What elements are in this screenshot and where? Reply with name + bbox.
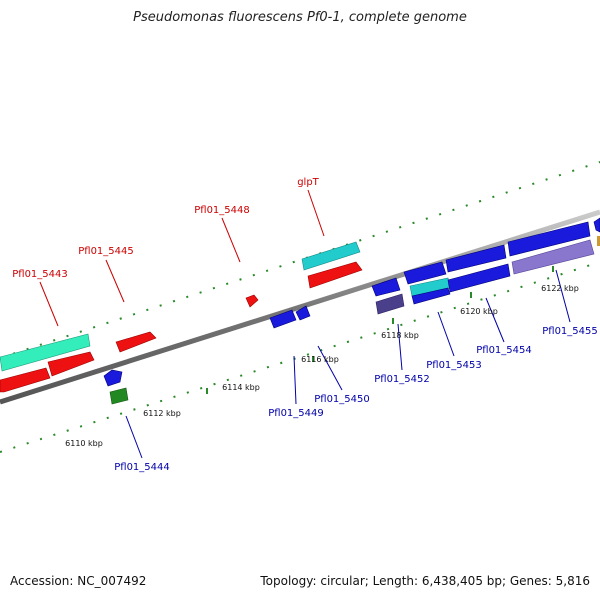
- outer-tick-track: [0, 161, 600, 359]
- leader-5448: [221, 217, 241, 263]
- leader-5453: [437, 311, 455, 357]
- gene-blue-5454a[interactable]: [445, 244, 507, 273]
- gene-blue-5450[interactable]: [295, 305, 311, 321]
- kbp-label-6110: 6110 kbp: [65, 439, 103, 448]
- leader-5455: [555, 269, 571, 323]
- leader-5454: [485, 297, 505, 343]
- gene-label-5455[interactable]: Pfl01_5455: [542, 326, 598, 337]
- tick-major-6118: [392, 318, 394, 324]
- tick-major-6120: [470, 292, 472, 298]
- gene-slate-5452[interactable]: [375, 293, 405, 315]
- gene-red-5443[interactable]: [47, 351, 95, 377]
- leader-glpt: [307, 189, 325, 237]
- tick-major-6122: [552, 266, 554, 272]
- leader-5452: [397, 323, 403, 371]
- kbp-label-6120: 6120 kbp: [460, 307, 498, 316]
- gene-label-5448[interactable]: Pfl01_5448: [194, 205, 250, 216]
- leader-lines: [39, 189, 571, 459]
- gene-blue-5454b[interactable]: [447, 263, 511, 293]
- gene-red-glpt[interactable]: [307, 261, 363, 289]
- genome-backbone: [0, 209, 600, 405]
- gene-aquamarine-1[interactable]: [0, 333, 91, 372]
- footer-stats: Topology: circular; Length: 6,438,405 bp…: [260, 574, 590, 588]
- tick-major-6114: [206, 388, 208, 394]
- gene-label-5454[interactable]: Pfl01_5454: [476, 345, 532, 356]
- map-title: Pseudomonas fluorescens Pf0-1, complete …: [133, 10, 467, 25]
- gene-red-left[interactable]: [0, 367, 51, 393]
- forward-genes: [0, 241, 363, 393]
- gene-blue-5452a[interactable]: [371, 277, 401, 297]
- gene-lavender-5455[interactable]: [511, 239, 595, 275]
- gene-label-glpt[interactable]: glpT: [297, 177, 319, 188]
- gene-label-5444[interactable]: Pfl01_5444: [114, 462, 170, 473]
- leader-5445: [105, 259, 125, 303]
- gene-label-5445[interactable]: Pfl01_5445: [78, 246, 134, 257]
- reverse-genes: [103, 217, 600, 405]
- leader-5443: [39, 281, 59, 327]
- gene-blue-5455a[interactable]: [507, 221, 591, 257]
- gene-blue-edge[interactable]: [593, 217, 600, 233]
- gene-label-5453[interactable]: Pfl01_5453: [426, 360, 482, 371]
- leader-5449: [293, 355, 297, 405]
- outer-tick-marks: [0, 161, 600, 359]
- gene-red-5445[interactable]: [115, 331, 157, 353]
- leader-5444: [125, 415, 143, 459]
- gene-blue-5453b[interactable]: [411, 287, 451, 305]
- gene-green-5444[interactable]: [109, 387, 129, 405]
- gene-orange-edge[interactable]: [597, 236, 600, 246]
- gene-red-5448[interactable]: [245, 294, 259, 308]
- kbp-label-6114: 6114 kbp: [222, 383, 260, 392]
- tick-major-6116: [312, 356, 314, 362]
- inner-tick-track: [0, 261, 600, 453]
- leader-5450: [317, 345, 343, 391]
- gene-cyan-glpt[interactable]: [301, 241, 361, 271]
- gene-blue-5449[interactable]: [269, 309, 297, 329]
- gene-label-5452[interactable]: Pfl01_5452: [374, 374, 430, 385]
- gene-label-5450[interactable]: Pfl01_5450: [314, 394, 370, 405]
- gene-label-5449[interactable]: Pfl01_5449: [268, 408, 324, 419]
- kbp-label-6116: 6116 kbp: [301, 355, 339, 364]
- kbp-label-6112: 6112 kbp: [143, 409, 181, 418]
- gene-blue-small-1[interactable]: [103, 369, 123, 387]
- footer-accession: Accession: NC_007492: [10, 574, 147, 588]
- kbp-label-6118: 6118 kbp: [381, 331, 419, 340]
- gene-label-5443[interactable]: Pfl01_5443: [12, 269, 68, 280]
- gene-blue-5453a[interactable]: [403, 261, 447, 285]
- kbp-label-6122: 6122 kbp: [541, 284, 579, 293]
